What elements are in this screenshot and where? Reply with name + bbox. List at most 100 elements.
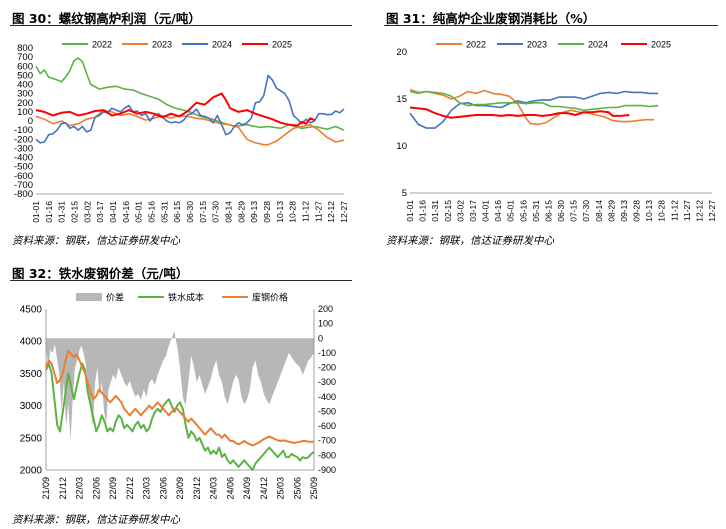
y-tick-label: -100 — [14, 125, 33, 136]
legend-label-2025: 2025 — [651, 40, 671, 50]
series-line-2022 — [409, 88, 655, 126]
y-right-tick-label: 0 — [318, 333, 323, 343]
x-tick-label: 07-30 — [581, 200, 591, 222]
y-tick-label: 800 — [17, 43, 33, 54]
legend-label-2024: 2024 — [212, 40, 232, 50]
title-rule-31 — [384, 25, 718, 26]
y-tick-label: -300 — [14, 143, 33, 154]
x-tick-label: 05-16 — [518, 200, 528, 222]
x-tick-label: 04-01 — [481, 200, 491, 222]
y-right-tick-label: -300 — [318, 377, 336, 387]
series-line-2024 — [409, 90, 659, 112]
x-tick-label: 03-02 — [82, 201, 92, 223]
legend-label-2022: 2022 — [466, 40, 486, 50]
x-tick-label: 08-14 — [224, 201, 234, 223]
y-left-tick-label: 4500 — [20, 305, 43, 316]
x-tick-label: 24/12 — [259, 477, 269, 500]
y-right-tick-label: -700 — [318, 436, 336, 446]
y-tick-label: 300 — [17, 89, 33, 100]
figure-title-30: 图 30：螺纹钢高炉利润（元/吨） — [12, 11, 201, 26]
x-tick-label: 01-01 — [405, 200, 415, 222]
x-tick-label: 07-30 — [211, 201, 221, 223]
y-tick-label: 15 — [396, 94, 407, 105]
x-tick-label: 02-15 — [70, 201, 80, 223]
y-right-tick-label: -800 — [318, 450, 336, 460]
x-tick-label: 07-15 — [569, 200, 579, 222]
y-left-tick-label: 3500 — [20, 369, 43, 380]
series-line-scrap-price — [45, 349, 314, 447]
x-tick-label: 10-13 — [644, 200, 654, 222]
x-tick-label: 21/12 — [58, 477, 68, 500]
x-tick-label: 10-13 — [275, 201, 285, 223]
legend-label-hot-metal-cost: 铁水成本 — [168, 292, 204, 303]
y-tick-label: 20 — [396, 47, 407, 58]
x-tick-label: 24/09 — [242, 477, 252, 500]
source-note-30: 资料来源：钢联，信达证券研发中心 — [12, 235, 180, 247]
x-tick-label: 22/03 — [75, 477, 85, 500]
y-left-tick-label: 2500 — [20, 433, 43, 444]
y-tick-label: 200 — [17, 98, 33, 109]
legend-label-2022: 2022 — [92, 40, 112, 50]
legend-label-2025: 2025 — [272, 40, 292, 50]
x-tick-label: 08-29 — [606, 200, 616, 222]
y-left-tick-label: 3000 — [20, 401, 43, 412]
x-tick-label: 22/09 — [108, 477, 118, 500]
y-tick-label: 10 — [396, 141, 407, 152]
x-tick-label: 05-16 — [147, 201, 157, 223]
y-tick-label: -700 — [14, 180, 33, 191]
x-tick-label: 07-15 — [198, 201, 208, 223]
x-tick-label: 11-27 — [682, 200, 692, 221]
x-tick-label: 01-16 — [418, 200, 428, 222]
y-tick-label: 600 — [17, 61, 33, 72]
x-tick-label: 22/06 — [91, 477, 101, 500]
title-rule-32 — [10, 280, 352, 281]
y-right-tick-label: -400 — [318, 392, 336, 402]
y-left-tick-label: 2000 — [20, 466, 43, 477]
x-tick-label: 05-01 — [134, 201, 144, 223]
source-note-32: 资料来源：钢联，信达证券研发中心 — [12, 514, 180, 526]
x-tick-label: 24/06 — [225, 477, 235, 500]
y-tick-label: -400 — [14, 153, 33, 164]
series-line-2025 — [409, 106, 630, 119]
legend-label-spread: 价差 — [106, 292, 124, 303]
x-tick-label: 03-02 — [455, 200, 465, 222]
x-tick-label: 25/03 — [276, 477, 286, 500]
y-left-tick-label: 4000 — [20, 337, 43, 348]
x-tick-label: 01-01 — [31, 201, 41, 223]
y-right-tick-label: -600 — [318, 421, 336, 431]
x-tick-label: 09-28 — [632, 200, 642, 222]
x-tick-label: 21/09 — [41, 477, 51, 500]
spread-area — [46, 331, 314, 441]
y-tick-label: 0 — [28, 116, 33, 127]
series-line-2025 — [35, 92, 315, 127]
x-tick-label: 06-15 — [172, 201, 182, 223]
x-tick-label: 03-17 — [468, 200, 478, 222]
x-tick-label: 22/12 — [125, 477, 135, 500]
x-tick-label: 09-13 — [249, 201, 259, 223]
x-tick-label: 01-31 — [430, 200, 440, 222]
y-tick-label: -500 — [14, 162, 33, 173]
x-tick-label: 04-16 — [493, 200, 503, 222]
x-tick-label: 08-14 — [594, 200, 604, 222]
series-line-2024 — [35, 74, 345, 144]
y-right-tick-label: -200 — [318, 363, 336, 373]
y-tick-label: 5 — [402, 188, 407, 199]
series-line-2022 — [35, 57, 345, 131]
x-tick-label: 06-15 — [543, 200, 553, 222]
y-right-tick-label: -500 — [318, 406, 336, 416]
x-tick-label: 12-12 — [326, 201, 336, 223]
x-tick-label: 23/12 — [192, 477, 202, 500]
x-tick-label: 23/03 — [142, 477, 152, 500]
x-tick-label: 23/06 — [158, 477, 168, 500]
y-tick-label: 500 — [17, 70, 33, 81]
legend-label-2023: 2023 — [527, 40, 547, 50]
legend-label-2024: 2024 — [588, 40, 608, 50]
y-tick-label: -200 — [14, 134, 33, 145]
x-tick-label: 11-12 — [301, 201, 311, 222]
y-right-tick-label: 200 — [318, 304, 333, 314]
x-tick-label: 01-31 — [57, 201, 67, 223]
x-tick-label: 25/06 — [292, 477, 302, 500]
series-line-2023 — [409, 90, 659, 129]
x-tick-label: 04-16 — [121, 201, 131, 223]
x-tick-label: 05-01 — [506, 200, 516, 222]
